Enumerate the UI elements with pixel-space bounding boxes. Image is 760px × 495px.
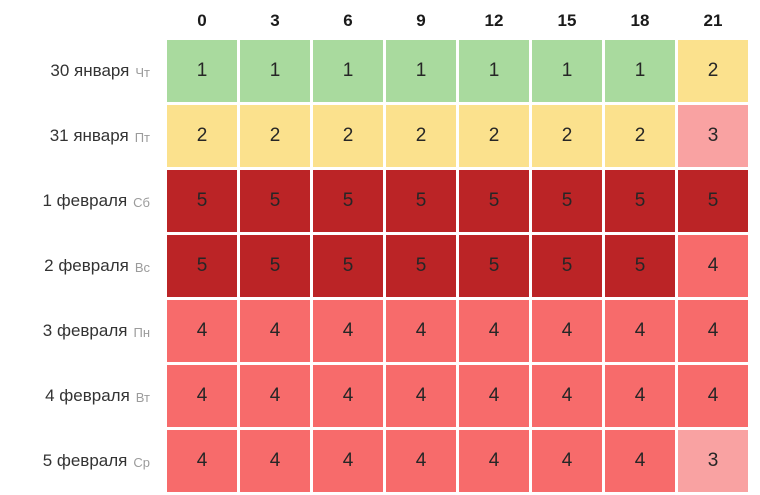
date-text: 5 февраля bbox=[42, 451, 128, 470]
date-text: 4 февраля bbox=[45, 386, 130, 405]
hour-header: 15 bbox=[557, 11, 577, 30]
heatmap-cell: 1 bbox=[605, 40, 675, 102]
heatmap-cell: 4 bbox=[240, 365, 310, 427]
hour-header: 9 bbox=[416, 11, 426, 30]
heatmap-cell: 4 bbox=[167, 300, 237, 362]
heatmap-cell: 5 bbox=[240, 170, 310, 232]
date-row-label: 31 января Пт bbox=[0, 105, 164, 167]
heatmap-cell: 5 bbox=[386, 170, 456, 232]
heatmap-cell: 5 bbox=[532, 235, 602, 297]
heatmap-cell: 2 bbox=[167, 105, 237, 167]
heatmap-cell: 4 bbox=[386, 430, 456, 492]
heatmap-cell: 4 bbox=[313, 300, 383, 362]
heatmap-cell: 1 bbox=[459, 40, 529, 102]
date-row-label: 3 февраля Пн bbox=[0, 300, 164, 362]
heatmap-cell: 4 bbox=[167, 365, 237, 427]
heatmap-cell: 5 bbox=[386, 235, 456, 297]
heatmap-cell: 4 bbox=[678, 365, 748, 427]
date-text: 1 февраля bbox=[42, 191, 128, 210]
heatmap-cell: 2 bbox=[459, 105, 529, 167]
heatmap-cell: 1 bbox=[313, 40, 383, 102]
hour-header: 3 bbox=[270, 11, 280, 30]
hour-header: 6 bbox=[343, 11, 353, 30]
heatmap-cell: 3 bbox=[678, 430, 748, 492]
heatmap-cell: 5 bbox=[167, 235, 237, 297]
weekday-text: Вт bbox=[135, 389, 150, 405]
date-row-label: 30 января Чт bbox=[0, 40, 164, 102]
hour-header: 12 bbox=[484, 11, 504, 30]
heatmap-cell: 5 bbox=[240, 235, 310, 297]
heatmap-cell: 5 bbox=[605, 235, 675, 297]
heatmap-cell: 4 bbox=[678, 235, 748, 297]
heatmap-cell: 4 bbox=[386, 300, 456, 362]
heatmap-cell: 4 bbox=[532, 300, 602, 362]
heatmap-cell: 4 bbox=[605, 300, 675, 362]
heatmap-grid: 0 3 6 9 12 15 18 21 30 января Чт 1 1 1 1 1 1 1 2 31 января… bbox=[0, 5, 748, 492]
heatmap-cell: 4 bbox=[313, 365, 383, 427]
date-text: 3 февраля bbox=[42, 321, 128, 340]
heatmap-cell: 4 bbox=[605, 365, 675, 427]
heatmap-cell: 1 bbox=[167, 40, 237, 102]
heatmap-cell: 5 bbox=[167, 170, 237, 232]
heatmap-cell: 2 bbox=[678, 40, 748, 102]
date-row-label: 2 февраля Вс bbox=[0, 235, 164, 297]
weekday-text: Пт bbox=[134, 129, 150, 145]
weekday-text: Сб bbox=[133, 194, 150, 210]
heatmap-cell: 4 bbox=[459, 430, 529, 492]
heatmap-cell: 4 bbox=[532, 430, 602, 492]
heatmap-cell: 4 bbox=[459, 365, 529, 427]
heatmap-cell: 4 bbox=[240, 300, 310, 362]
heatmap-cell: 2 bbox=[386, 105, 456, 167]
heatmap-cell: 5 bbox=[459, 235, 529, 297]
heatmap-cell: 5 bbox=[678, 170, 748, 232]
heatmap-cell: 4 bbox=[313, 430, 383, 492]
heatmap-cell: 2 bbox=[313, 105, 383, 167]
heatmap-cell: 5 bbox=[459, 170, 529, 232]
date-text: 2 февраля bbox=[44, 256, 129, 275]
weekday-text: Ср bbox=[133, 454, 150, 470]
weekday-text: Пн bbox=[133, 324, 150, 340]
heatmap-cell: 4 bbox=[386, 365, 456, 427]
heatmap-cell: 1 bbox=[532, 40, 602, 102]
date-text: 31 января bbox=[49, 126, 129, 145]
heatmap-cell: 3 bbox=[678, 105, 748, 167]
heatmap-cell: 2 bbox=[605, 105, 675, 167]
heatmap-cell: 5 bbox=[313, 235, 383, 297]
hour-header: 0 bbox=[197, 11, 207, 30]
weekday-text: Чт bbox=[135, 64, 150, 80]
heatmap-cell: 4 bbox=[240, 430, 310, 492]
heatmap-cell: 2 bbox=[532, 105, 602, 167]
corner-spacer bbox=[0, 5, 164, 37]
hour-header: 21 bbox=[703, 11, 723, 30]
heatmap-cell: 5 bbox=[532, 170, 602, 232]
date-row-label: 1 февраля Сб bbox=[0, 170, 164, 232]
heatmap-cell: 1 bbox=[240, 40, 310, 102]
heatmap-cell: 2 bbox=[240, 105, 310, 167]
heatmap-cell: 4 bbox=[678, 300, 748, 362]
heatmap-cell: 1 bbox=[386, 40, 456, 102]
heatmap-cell: 4 bbox=[532, 365, 602, 427]
heatmap-cell: 5 bbox=[605, 170, 675, 232]
heatmap-cell: 4 bbox=[605, 430, 675, 492]
hour-header: 18 bbox=[630, 11, 650, 30]
date-row-label: 5 февраля Ср bbox=[0, 430, 164, 492]
heatmap-cell: 5 bbox=[313, 170, 383, 232]
weekday-text: Вс bbox=[134, 259, 150, 275]
heatmap-cell: 4 bbox=[167, 430, 237, 492]
heatmap-cell: 4 bbox=[459, 300, 529, 362]
date-text: 30 января bbox=[50, 61, 130, 80]
date-row-label: 4 февраля Вт bbox=[0, 365, 164, 427]
